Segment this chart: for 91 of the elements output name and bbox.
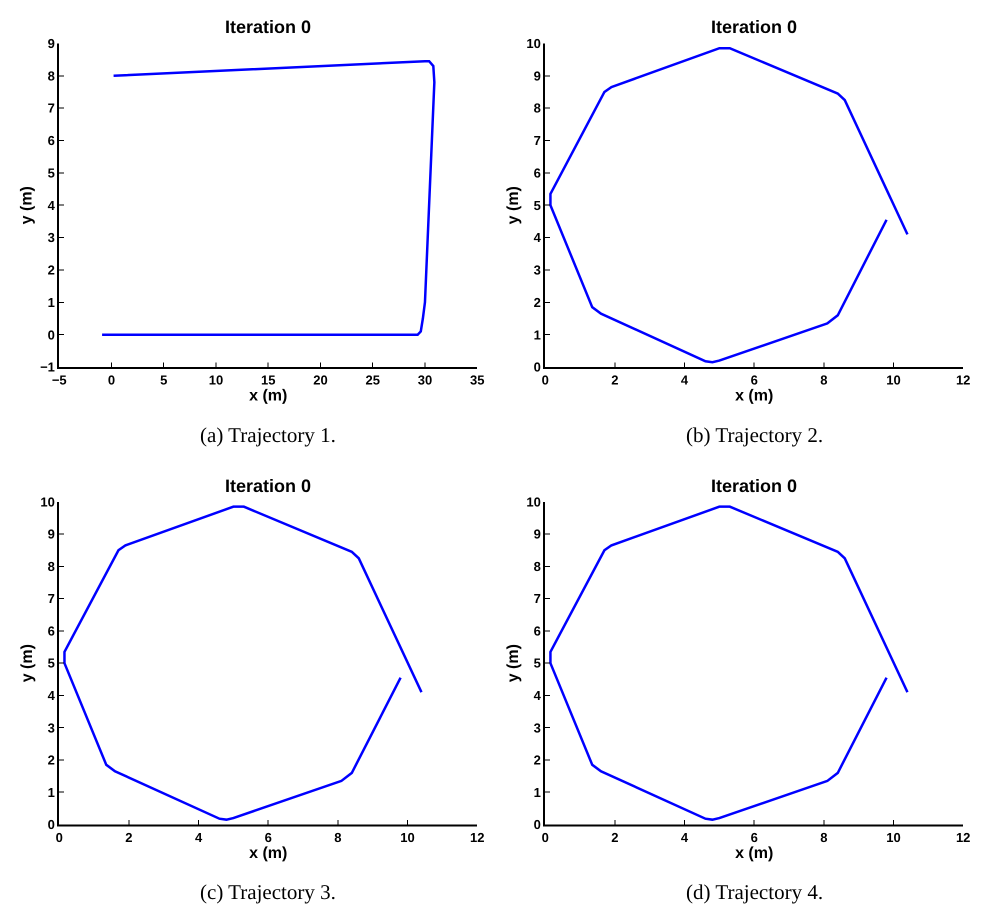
x-axis-title: x (m) — [735, 387, 774, 404]
y-tick-label: 6 — [48, 133, 55, 148]
x-tick-label: 8 — [334, 830, 342, 845]
x-tick-label: 10 — [886, 830, 901, 845]
y-tick-label: 10 — [40, 494, 55, 510]
y-tick-label: 1 — [534, 327, 541, 342]
x-tick-label: 4 — [194, 830, 203, 845]
y-tick-label: 3 — [534, 720, 541, 736]
y-tick-label: 4 — [48, 688, 56, 703]
y-tick-label: 9 — [48, 526, 55, 542]
y-tick-label: 10 — [526, 494, 541, 510]
x-tick-label: 12 — [956, 830, 970, 845]
x-tick-label: 12 — [956, 372, 970, 388]
y-tick-label: 4 — [48, 198, 56, 213]
y-axis-title: y (m) — [504, 644, 522, 682]
y-tick-label: 4 — [534, 688, 542, 703]
y-tick-label: 2 — [534, 294, 541, 310]
y-tick-label: 0 — [534, 360, 541, 375]
x-tick-label: 2 — [611, 830, 618, 845]
x-tick-label: 6 — [264, 830, 272, 845]
y-tick-label: 2 — [534, 752, 541, 768]
y-tick-label: 1 — [48, 294, 55, 310]
y-tick-label: 7 — [48, 591, 55, 606]
x-axis-title: x (m) — [249, 844, 288, 862]
x-tick-label: 12 — [470, 830, 484, 845]
y-tick-label: 5 — [534, 198, 541, 213]
x-tick-label: 4 — [680, 372, 689, 388]
x-tick-label: 4 — [680, 830, 689, 845]
y-tick-label: 8 — [534, 100, 541, 116]
line-series — [100, 60, 436, 336]
y-tick-label: 0 — [48, 327, 55, 342]
y-tick-label: 6 — [534, 623, 541, 638]
x-tick-label: 6 — [750, 830, 758, 845]
line-series — [549, 47, 909, 364]
y-tick-label: 9 — [48, 36, 55, 51]
y-tick-label: −1 — [40, 360, 55, 375]
y-axis-title: y (m) — [18, 186, 36, 224]
text: (b) Trajectory 2. — [686, 423, 824, 447]
chart-title: Iteration 0 — [225, 17, 312, 37]
y-tick-label: 8 — [48, 558, 55, 574]
x-tick-label: 8 — [820, 830, 828, 845]
y-tick-label: 1 — [534, 784, 541, 800]
y-tick-label: 2 — [48, 262, 55, 278]
y-tick-label: 5 — [534, 656, 541, 671]
line-series — [549, 505, 909, 821]
x-tick-label: 6 — [750, 372, 758, 388]
y-tick-label: 3 — [534, 262, 541, 278]
y-tick-label: 8 — [48, 68, 55, 84]
chart-title: Iteration 0 — [225, 476, 312, 496]
y-axis-title: y (m) — [18, 644, 36, 682]
x-tick-label: 10 — [208, 372, 224, 388]
x-tick-label: 2 — [611, 372, 618, 388]
y-tick-label: 0 — [534, 817, 541, 832]
y-tick-label: 2 — [48, 752, 55, 768]
y-tick-label: 1 — [48, 784, 55, 800]
x-tick-label: 10 — [400, 830, 415, 845]
y-tick-label: 10 — [526, 36, 541, 51]
chart-title: Iteration 0 — [711, 17, 798, 37]
x-tick-label: 2 — [125, 830, 133, 845]
y-tick-label: 6 — [534, 165, 541, 180]
text: (a) Trajectory 1. — [200, 423, 336, 447]
y-tick-label: 3 — [48, 230, 55, 246]
x-tick-label: 8 — [820, 372, 828, 388]
x-tick-label: 5 — [160, 372, 168, 388]
x-tick-label: 15 — [260, 372, 276, 388]
line-series — [63, 505, 423, 821]
y-tick-label: 5 — [48, 165, 55, 180]
x-tick-label: 35 — [470, 372, 484, 388]
x-tick-label: 0 — [108, 372, 116, 388]
y-tick-label: 7 — [48, 100, 55, 116]
y-tick-label: 9 — [534, 526, 541, 542]
y-tick-label: 8 — [534, 558, 541, 574]
x-axis-title: x (m) — [735, 844, 774, 862]
x-tick-label: 25 — [365, 372, 380, 388]
x-tick-label: −5 — [52, 372, 67, 388]
y-tick-label: 0 — [48, 817, 55, 832]
x-tick-label: 20 — [313, 372, 328, 388]
y-tick-label: 6 — [48, 623, 55, 638]
text: (c) Trajectory 3. — [200, 880, 336, 904]
y-tick-label: 7 — [534, 591, 541, 606]
x-axis-title: x (m) — [249, 387, 288, 404]
x-tick-label: 10 — [886, 372, 901, 388]
y-tick-label: 7 — [534, 133, 541, 148]
text: (d) Trajectory 4. — [686, 880, 824, 904]
chart-title: Iteration 0 — [711, 476, 798, 496]
y-tick-label: 9 — [534, 68, 541, 84]
y-tick-label: 3 — [48, 720, 55, 736]
x-tick-label: 30 — [418, 372, 432, 388]
y-tick-label: 5 — [48, 656, 55, 671]
y-tick-label: 4 — [534, 230, 542, 246]
y-axis-title: y (m) — [504, 186, 522, 224]
